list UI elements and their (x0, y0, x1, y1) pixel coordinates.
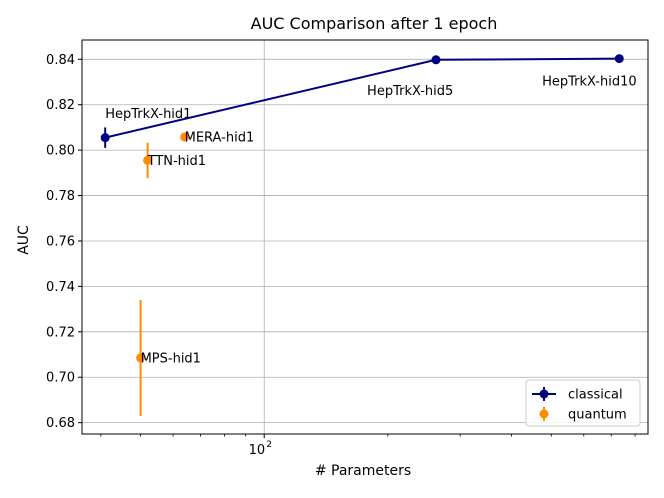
y-axis-ticks: 0.68 0.70 0.72 0.74 0.76 0.78 0.80 0.82 0.84 (46, 53, 82, 431)
classical-line (104, 57, 620, 139)
annotations: HepTrkX-hid1 HepTrkX-hid5 HepTrkX-hid10 MER… (105, 74, 636, 366)
y-tick-label: 0.70 (46, 371, 75, 386)
y-tick-label: 0.84 (46, 53, 75, 68)
legend-box (525, 379, 641, 427)
legend-label-classical: classical (568, 388, 623, 403)
legend-label-quantum: quantum (568, 408, 627, 423)
x-tick-label-exponent: 2 (266, 440, 272, 450)
y-tick-label: 0.78 (46, 189, 75, 204)
series-classical (100, 54, 624, 148)
series-quantum (136, 132, 190, 416)
classical-point (100, 133, 110, 143)
data-series (100, 54, 624, 416)
y-tick-label: 0.80 (46, 144, 75, 159)
quantum-point (136, 353, 146, 363)
x-axis-label: # Parameters (315, 463, 411, 479)
legend-marker-quantum (539, 409, 549, 419)
y-tick-label: 0.74 (46, 280, 75, 295)
annotation: HepTrkX-hid1 (105, 107, 191, 122)
legend-marker-classical (539, 389, 549, 399)
y-tick-label: 0.82 (46, 98, 75, 113)
annotation: HepTrkX-hid5 (367, 84, 453, 99)
annotation: HepTrkX-hid10 (542, 74, 637, 89)
legend: classical quantum (525, 379, 641, 427)
classical-point (431, 55, 441, 65)
annotation: TTN-hid1 (147, 154, 206, 169)
classical-point (614, 54, 624, 64)
grid (82, 40, 648, 434)
plot-frame (81, 39, 649, 435)
chart-title: AUC Comparison after 1 epoch (251, 14, 498, 33)
y-tick-label: 0.68 (46, 416, 75, 431)
x-tick-label-base: 10 (249, 443, 266, 458)
y-tick-label: 0.76 (46, 234, 75, 249)
annotation: MPS-hid1 (141, 351, 201, 366)
y-tick-label: 0.72 (46, 325, 75, 340)
y-axis-label: AUC (16, 225, 32, 255)
annotation: MERA-hid1 (185, 130, 255, 145)
quantum-point (143, 155, 153, 165)
quantum-point (180, 132, 190, 142)
x-axis-ticks: 10 2 (100, 434, 636, 458)
